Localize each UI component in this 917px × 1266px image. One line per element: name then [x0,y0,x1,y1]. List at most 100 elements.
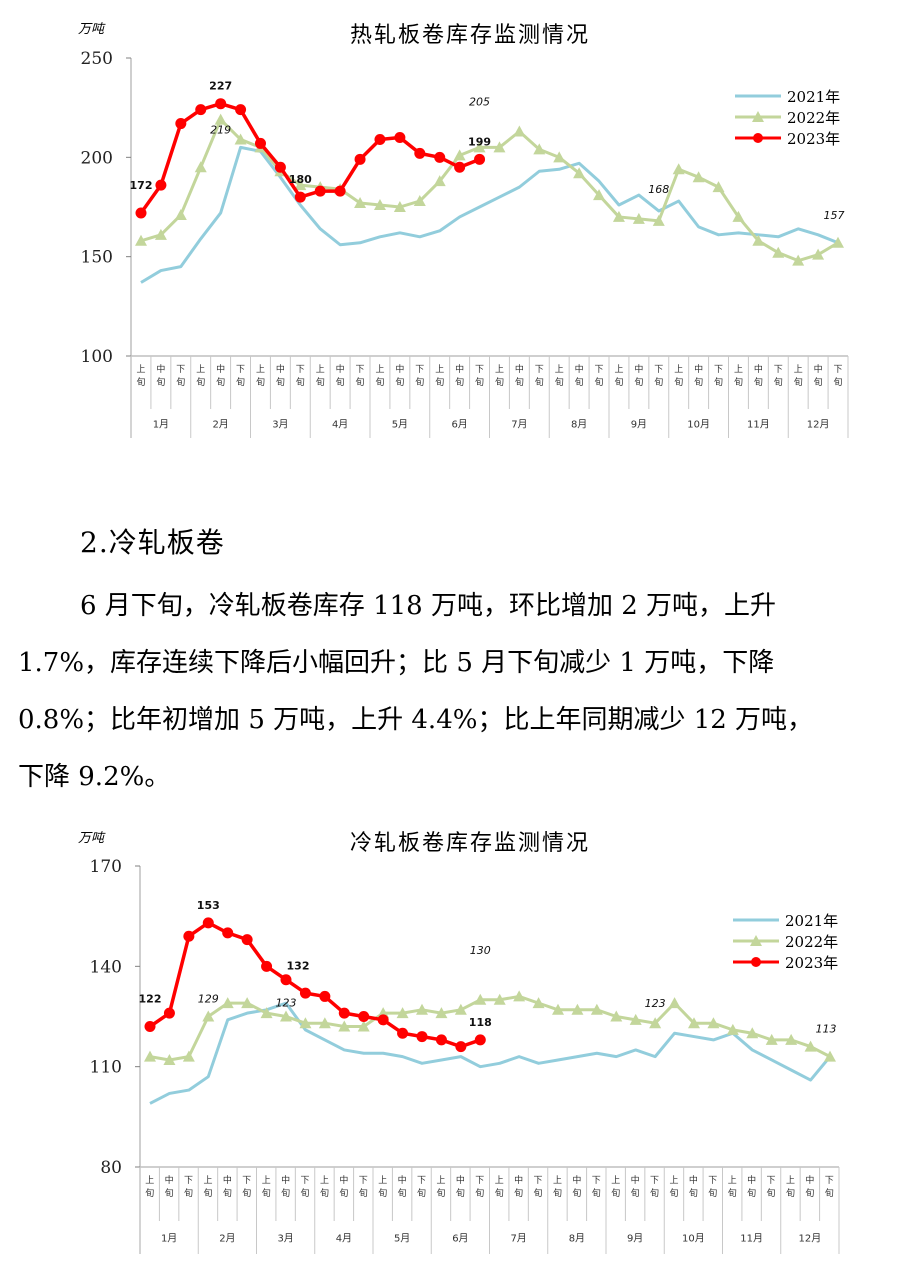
triangle-marker [473,141,486,153]
y-tick-label: 110 [90,1058,122,1078]
x-period-label-bottom: 旬 [301,1187,310,1199]
x-month-label: 2月 [219,1233,235,1245]
x-period-label-top: 下 [417,1176,426,1186]
x-period-label-bottom: 旬 [395,376,404,388]
x-month-label: 12月 [799,1233,822,1245]
x-period-label-top: 中 [276,363,285,375]
x-period-label-top: 上 [495,364,504,375]
x-period-label-top: 上 [196,364,205,375]
x-month-label: 1月 [161,1233,177,1245]
x-period-label-top: 中 [336,363,345,375]
triangle-marker [707,1017,720,1029]
triangle-marker [435,1007,448,1019]
x-period-label-bottom: 旬 [216,376,225,388]
x-period-label-bottom: 旬 [708,1187,717,1199]
triangle-marker [299,1017,312,1029]
x-period-label-bottom: 旬 [165,1187,174,1199]
x-period-label-top: 上 [553,1175,562,1186]
x-period-label-bottom: 旬 [475,1187,484,1199]
circle-marker [455,1041,467,1053]
data-label: 122 [139,993,162,1006]
triangle-marker [553,151,566,163]
triangle-marker [260,1007,273,1019]
x-period-label-bottom: 旬 [728,1187,737,1199]
section-heading: 2.冷轧板卷 [80,526,225,559]
x-period-label-top: 上 [378,1175,387,1186]
triangle-marker [453,149,466,161]
x-period-label-bottom: 旬 [236,376,245,388]
x-period-label-bottom: 旬 [417,1187,426,1199]
data-label: 227 [209,80,232,93]
paragraph-line-1: 6 月下旬，冷轧板卷库存 118 万吨，环比增加 2 万吨，上升 [80,591,777,621]
triangle-marker [612,210,625,222]
data-label: 153 [197,899,220,912]
x-period-label-top: 下 [415,365,424,375]
triangle-marker [593,189,606,201]
triangle-marker [785,1033,798,1045]
x-period-label-bottom: 旬 [156,376,165,388]
data-label: 118 [469,1016,492,1029]
triangle-marker [692,171,705,183]
x-period-label-top: 中 [515,363,524,375]
y-tick-label: 100 [81,347,113,367]
circle-marker [377,1014,389,1026]
circle-marker [135,207,147,219]
triangle-marker [652,214,665,226]
x-period-label-top: 上 [669,1175,678,1186]
x-period-label-bottom: 旬 [555,376,564,388]
x-period-label-top: 下 [592,1176,601,1186]
x-period-label-bottom: 旬 [378,1187,387,1199]
x-month-label: 1月 [153,419,169,431]
y-tick-label: 250 [81,49,113,69]
x-period-label-top: 下 [714,365,723,375]
x-period-label-bottom: 旬 [814,376,823,388]
x-period-label-bottom: 旬 [572,1187,581,1199]
circle-marker [394,131,406,143]
x-month-label: 7月 [511,419,527,431]
triangle-marker [632,212,645,224]
triangle-marker [590,1003,603,1015]
triangle-marker [357,1020,370,1032]
x-period-label-top: 中 [456,1174,465,1186]
triangle-marker [474,993,487,1005]
hot-rolled-chart-svg: 热轧板卷库存监测情况万吨250200150100上旬中旬下旬上旬中旬下旬上旬中旬… [78,22,849,438]
x-period-label-top: 下 [767,1176,776,1186]
x-period-label-bottom: 旬 [276,376,285,388]
cold-rolled-chart: 冷轧板卷库存监测情况 万吨 170 140 110 80 上旬中旬下旬上旬中旬下旬上旬中旬下… [0,808,917,1266]
x-period-label-bottom: 旬 [320,1187,329,1199]
x-month-label: 4月 [332,419,348,431]
x-period-label-top: 上 [734,364,743,375]
legend-label: 2022年 [785,933,838,951]
x-period-label-top: 上 [786,1175,795,1186]
x-period-label-top: 下 [176,365,185,375]
circle-marker [294,191,306,203]
triangle-marker [393,201,406,212]
triangle-marker [765,1033,778,1045]
triangle-marker [154,228,167,240]
triangle-marker [824,1050,836,1062]
x-month-label: 8月 [569,1233,585,1245]
triangle-marker [174,208,187,220]
circle-marker [397,1027,409,1039]
x-period-label-top: 中 [689,1174,698,1186]
triangle-marker [221,997,234,1009]
x-period-label-bottom: 旬 [196,376,205,388]
x-period-label-bottom: 旬 [674,376,683,388]
data-label: 199 [468,135,491,148]
x-month-label: 5月 [392,419,408,431]
circle-marker [163,1007,175,1019]
x-period-label-bottom: 旬 [553,1187,562,1199]
x-period-label-top: 上 [320,1175,329,1186]
y-tick-label: 200 [81,148,113,168]
x-period-label-top: 下 [774,365,783,375]
triangle-marker [726,1023,739,1035]
x-period-label-bottom: 旬 [455,376,464,388]
circle-marker [416,1031,428,1043]
x-month-label: 6月 [451,419,467,431]
triangle-marker [513,125,526,137]
triangle-marker [280,1010,292,1022]
triangle-marker [194,161,207,173]
circle-marker [454,161,466,173]
data-label: 130 [470,944,491,957]
data-label: 157 [824,209,845,222]
